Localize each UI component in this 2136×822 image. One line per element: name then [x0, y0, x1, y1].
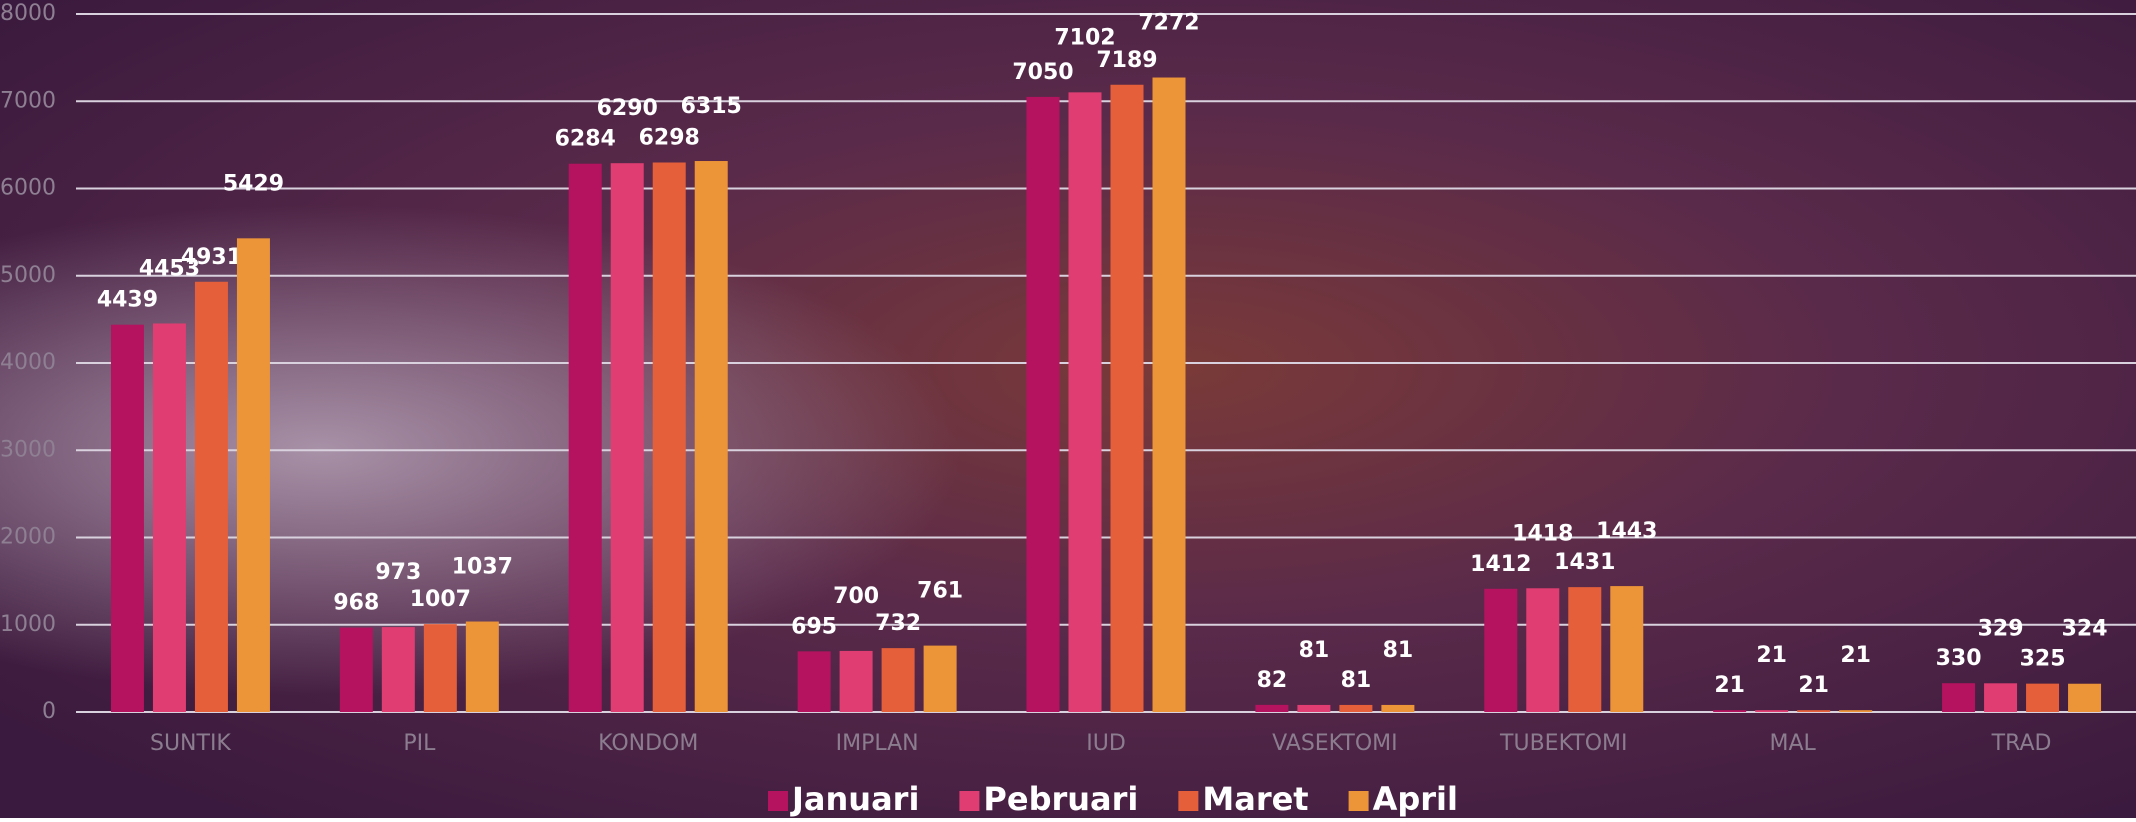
- x-tick-label: SUNTIK: [150, 731, 231, 756]
- data-label: 81: [1299, 638, 1330, 663]
- data-label: 21: [1840, 643, 1871, 668]
- data-label: 81: [1341, 668, 1372, 693]
- data-label: 7272: [1138, 11, 1199, 36]
- page: {"chart_data": {"type": "bar", "categori…: [0, 0, 2136, 818]
- legend-swatch: [1178, 791, 1198, 811]
- data-label: 1037: [452, 555, 513, 580]
- bar: [1713, 710, 1746, 712]
- data-label: 324: [2062, 617, 2108, 642]
- bar: [1297, 705, 1330, 712]
- legend-label: Maret: [1202, 780, 1308, 818]
- bar: [1984, 683, 2017, 712]
- bar: [611, 163, 644, 712]
- data-label: 82: [1257, 668, 1288, 693]
- legend-label: Januari: [790, 780, 919, 818]
- bar: [1069, 92, 1102, 712]
- data-label: 695: [791, 614, 837, 639]
- x-tick-label: KONDOM: [598, 731, 698, 756]
- x-tick-label: TUBEKTOMI: [1499, 731, 1627, 756]
- data-label: 81: [1383, 638, 1414, 663]
- x-tick-label: IMPLAN: [836, 731, 919, 756]
- data-label: 21: [1798, 673, 1829, 698]
- y-tick-label: 4000: [0, 350, 56, 375]
- bar: [1027, 97, 1060, 712]
- y-tick-label: 7000: [0, 88, 56, 113]
- data-label: 700: [833, 584, 879, 609]
- bar: [195, 282, 228, 712]
- y-tick-label: 5000: [0, 263, 56, 288]
- data-label: 732: [875, 611, 921, 636]
- bar: [1484, 589, 1517, 712]
- data-label: 6315: [681, 94, 742, 119]
- bar: [1111, 85, 1144, 712]
- bar: [1610, 586, 1643, 712]
- x-tick-label: IUD: [1086, 731, 1126, 756]
- data-label: 4439: [97, 288, 158, 313]
- chart: 0 1000 2000 3000 4000 5000 6000 7000 8000 SUNTIK 4…: [0, 0, 2136, 818]
- bar: [1381, 705, 1414, 712]
- bar: [153, 323, 186, 712]
- data-label: 1443: [1596, 519, 1657, 544]
- bar: [924, 646, 957, 712]
- bar: [695, 161, 728, 712]
- data-label: 1418: [1512, 521, 1573, 546]
- data-label: 21: [1756, 643, 1787, 668]
- y-tick-label: 6000: [0, 176, 56, 201]
- bar: [1526, 588, 1559, 712]
- data-label: 1412: [1470, 552, 1531, 577]
- data-label: 329: [1978, 616, 2024, 641]
- data-label: 968: [333, 591, 379, 616]
- data-label: 6290: [597, 96, 658, 121]
- bar: [798, 651, 831, 712]
- legend-swatch: [1349, 791, 1369, 811]
- y-tick-label: 3000: [0, 437, 56, 462]
- bar: [111, 325, 144, 712]
- x-tick-label: MAL: [1770, 731, 1817, 756]
- bar: [2068, 684, 2101, 712]
- data-label: 6298: [639, 125, 700, 150]
- data-label: 1431: [1554, 550, 1615, 575]
- y-tick-label: 8000: [0, 1, 56, 26]
- bar: [237, 238, 270, 712]
- x-tick-label: TRAD: [1991, 731, 2052, 756]
- bar: [2026, 684, 2059, 712]
- data-label: 7102: [1054, 25, 1115, 50]
- y-tick-label: 0: [42, 699, 56, 724]
- bar: [1797, 710, 1830, 712]
- data-label: 1007: [410, 587, 471, 612]
- data-label: 21: [1714, 673, 1745, 698]
- data-label: 5429: [223, 171, 284, 196]
- bar: [1568, 587, 1601, 712]
- bar: [466, 622, 499, 712]
- bar: [653, 162, 686, 712]
- bar: [382, 627, 415, 712]
- data-label: 325: [2020, 647, 2066, 672]
- bar: [1839, 710, 1872, 712]
- bar: [340, 628, 373, 712]
- data-label: 4931: [181, 245, 242, 270]
- bar: [1339, 705, 1372, 712]
- x-tick-label: VASEKTOMI: [1272, 731, 1398, 756]
- data-label: 6284: [555, 127, 616, 152]
- bar: [569, 164, 602, 712]
- bar: [840, 651, 873, 712]
- legend-swatch: [768, 791, 788, 811]
- data-label: 330: [1936, 646, 1982, 671]
- bar: [1755, 710, 1788, 712]
- legend-label: April: [1373, 780, 1458, 818]
- data-label: 761: [917, 579, 963, 604]
- bar: [1255, 705, 1288, 712]
- legend-swatch: [959, 791, 979, 811]
- bar: [424, 624, 457, 712]
- legend-label: Pebruari: [983, 780, 1138, 818]
- data-label: 7189: [1096, 48, 1157, 73]
- x-tick-label: PIL: [403, 731, 436, 756]
- y-tick-label: 1000: [0, 612, 56, 637]
- bar: [882, 648, 915, 712]
- bar: [1942, 683, 1975, 712]
- bar: [1153, 78, 1186, 712]
- data-label: 7050: [1012, 60, 1073, 85]
- y-tick-label: 2000: [0, 525, 56, 550]
- data-label: 973: [375, 560, 421, 585]
